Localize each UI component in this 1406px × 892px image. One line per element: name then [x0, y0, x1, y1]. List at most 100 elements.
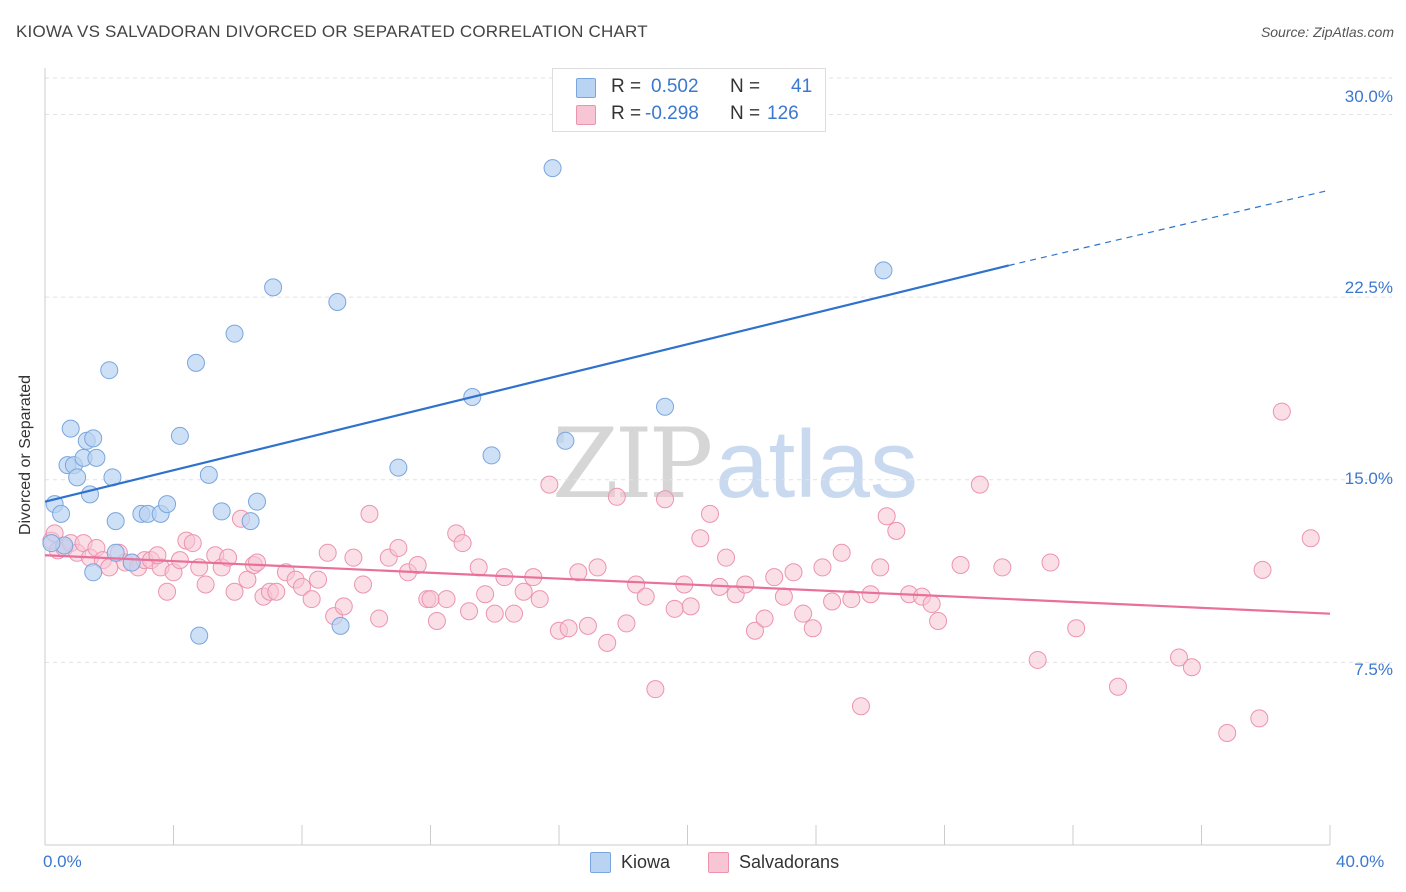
- salvadorans-point: [476, 585, 495, 604]
- salvadorans-point: [453, 534, 472, 553]
- kiowa-point: [170, 426, 189, 445]
- salvadorans-point: [559, 619, 578, 638]
- salvadorans-point: [871, 558, 890, 577]
- source-label: Source: ZipAtlas.com: [1260, 24, 1394, 40]
- salvadorans-point: [196, 575, 215, 594]
- y-tick-label: 30.0%: [1344, 87, 1393, 106]
- chart-title: KIOWA VS SALVADORAN DIVORCED OR SEPARATE…: [16, 22, 648, 41]
- x-tick-label: 40.0%: [1336, 852, 1385, 871]
- kiowa-point: [42, 534, 61, 553]
- legend-item-salvadorans: Salvadorans: [708, 852, 839, 873]
- salvadorans-point: [505, 604, 524, 623]
- kiowa-point: [389, 458, 408, 477]
- r-value: 0.502: [651, 76, 699, 97]
- salvadorans-point: [823, 592, 842, 611]
- salvadorans-point: [627, 575, 646, 594]
- r-label: R =: [611, 103, 642, 124]
- salvadorans-point: [360, 504, 379, 523]
- kiowa-point: [225, 324, 244, 343]
- kiowa-legend-label: Kiowa: [621, 852, 671, 872]
- salvadorans-point: [717, 548, 736, 567]
- salvadorans-point: [1108, 677, 1127, 696]
- kiowa-point: [482, 446, 501, 465]
- salvadorans-point: [784, 563, 803, 582]
- salvadorans-point: [861, 585, 880, 604]
- kiowa-point: [199, 465, 218, 484]
- salvadorans-point: [309, 570, 328, 589]
- salvadorans-trendline: [44, 554, 1331, 615]
- salvadorans-point: [427, 611, 446, 630]
- salvadorans-point: [646, 680, 665, 699]
- salvadorans-point: [842, 590, 861, 609]
- salvadorans-point: [736, 575, 755, 594]
- salvadorans-point: [469, 558, 488, 577]
- salvadorans-point: [183, 534, 202, 553]
- kiowa-trendline: [44, 264, 1010, 503]
- kiowa-point: [556, 431, 575, 450]
- salvadorans-point: [370, 609, 389, 628]
- y-tick-label: 22.5%: [1344, 278, 1393, 297]
- kiowa-point: [331, 616, 350, 635]
- y-tick-label: 15.0%: [1344, 469, 1393, 488]
- watermark-zip: ZIP: [552, 408, 713, 520]
- salvadorans-point: [877, 507, 896, 526]
- legend-row-salvadorans: R = -0.298 N = 126: [553, 101, 825, 127]
- salvadorans-point: [267, 582, 286, 601]
- salvadorans-point: [1067, 619, 1086, 638]
- salvadorans-point: [1301, 529, 1320, 548]
- n-label: N =: [730, 103, 761, 124]
- salvadorans-point: [803, 619, 822, 638]
- salvadorans-point: [1028, 650, 1047, 669]
- salvadorans-point: [293, 577, 311, 596]
- kiowa-point: [656, 397, 675, 416]
- kiowa-swatch: [576, 78, 596, 98]
- kiowa-point: [87, 448, 106, 467]
- kiowa-point: [84, 429, 103, 448]
- kiowa-point: [248, 492, 267, 511]
- salvadorans-point: [794, 604, 813, 623]
- kiowa-point: [543, 159, 562, 178]
- kiowa-point: [52, 504, 71, 523]
- salvadorans-point: [1272, 402, 1291, 421]
- n-value: 126: [767, 103, 799, 124]
- kiowa-point: [122, 553, 141, 572]
- salvadorans-point: [1218, 723, 1237, 742]
- salvadorans-point: [421, 590, 440, 609]
- salvadorans-point: [344, 548, 363, 567]
- kiowa-point: [106, 512, 125, 531]
- kiowa-point: [186, 353, 205, 372]
- salvadorans-point: [598, 633, 617, 652]
- salvadorans-point: [951, 555, 970, 574]
- salvadorans-point: [832, 543, 851, 562]
- kiowa-point: [264, 278, 283, 297]
- legend-item-kiowa: Kiowa: [590, 852, 670, 873]
- salvadorans-point: [755, 609, 774, 628]
- kiowa-point: [100, 361, 119, 380]
- salvadorans-point: [745, 621, 764, 640]
- kiowa-point: [328, 293, 347, 312]
- correlation-legend: R = 0.502 N = 41 R = -0.298 N = 126: [552, 68, 826, 132]
- y-tick-label: 7.5%: [1354, 660, 1393, 679]
- salvadorans-point: [887, 521, 906, 540]
- watermark: ZIPatlas: [552, 408, 918, 520]
- salvadorans-point: [813, 558, 832, 577]
- watermark-atlas: atlas: [715, 411, 918, 518]
- salvadorans-point: [354, 575, 373, 594]
- salvadorans-point: [993, 558, 1012, 577]
- salvadorans-point: [1250, 709, 1269, 728]
- salvadorans-swatch: [576, 105, 596, 125]
- salvadorans-point: [158, 582, 177, 601]
- salvadorans-point: [225, 582, 244, 601]
- salvadorans-point: [389, 538, 408, 557]
- salvadorans-point: [656, 490, 675, 509]
- kiowa-point: [84, 563, 103, 582]
- salvadorans-point: [569, 563, 588, 582]
- salvadorans-point: [765, 568, 784, 587]
- salvadorans-point: [1041, 553, 1060, 572]
- salvadorans-point: [691, 529, 710, 548]
- salvadorans-point: [318, 543, 337, 562]
- salvadorans-point: [700, 504, 719, 523]
- salvadorans-point: [530, 590, 549, 609]
- salvadorans-legend-swatch: [708, 852, 729, 873]
